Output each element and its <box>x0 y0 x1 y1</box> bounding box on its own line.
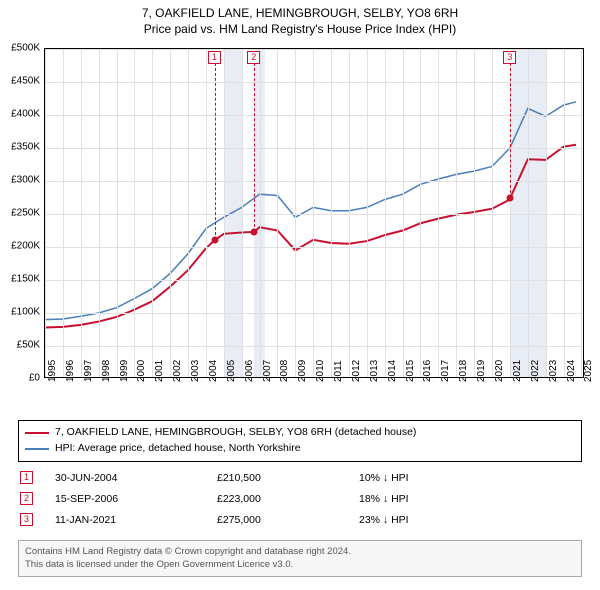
y-axis-label: £500K <box>11 43 40 54</box>
sale-marker-box: 1 <box>208 51 221 64</box>
legend: 7, OAKFIELD LANE, HEMINGBROUGH, SELBY, Y… <box>18 420 582 462</box>
x-axis-label: 2003 <box>190 360 201 382</box>
footer-line1: Contains HM Land Registry data © Crown c… <box>25 545 575 558</box>
x-axis-label: 2014 <box>387 360 398 382</box>
x-axis-label: 2025 <box>583 360 594 382</box>
sale-marker-box: 3 <box>503 51 516 64</box>
sale-marker-dot <box>507 194 514 201</box>
sale-date: 15-SEP-2006 <box>55 489 215 508</box>
sale-date: 11-JAN-2021 <box>55 510 215 529</box>
legend-swatch-property <box>25 432 49 434</box>
sale-delta: 10% ↓ HPI <box>359 468 409 487</box>
x-axis-label: 2021 <box>512 360 523 382</box>
x-axis-label: 2019 <box>476 360 487 382</box>
x-axis-label: 2009 <box>297 360 308 382</box>
chart-subtitle: Price paid vs. HM Land Registry's House … <box>0 22 600 36</box>
x-axis-label: 1998 <box>101 360 112 382</box>
x-axis-label: 2001 <box>154 360 165 382</box>
x-axis-label: 2005 <box>226 360 237 382</box>
x-axis-label: 2006 <box>244 360 255 382</box>
sale-price: £223,000 <box>217 489 357 508</box>
sale-price: £275,000 <box>217 510 357 529</box>
x-axis-label: 2022 <box>530 360 541 382</box>
x-axis-label: 2020 <box>494 360 505 382</box>
y-axis-label: £150K <box>11 274 40 285</box>
x-axis-label: 1999 <box>119 360 130 382</box>
series-property <box>45 145 576 328</box>
x-axis-label: 2007 <box>262 360 273 382</box>
y-axis-label: £300K <box>11 175 40 186</box>
series-hpi <box>45 102 576 320</box>
y-axis-label: £400K <box>11 109 40 120</box>
sale-row: 2 15-SEP-2006£223,00018% ↓ HPI <box>20 489 409 508</box>
x-axis-label: 2017 <box>440 360 451 382</box>
x-axis-label: 2008 <box>279 360 290 382</box>
sale-idx: 3 <box>20 513 33 526</box>
x-axis-label: 2004 <box>208 360 219 382</box>
sale-row: 3 11-JAN-2021£275,00023% ↓ HPI <box>20 510 409 529</box>
legend-swatch-hpi <box>25 448 49 450</box>
x-axis-label: 1997 <box>83 360 94 382</box>
y-axis-label: £450K <box>11 76 40 87</box>
sale-price: £210,500 <box>217 468 357 487</box>
x-axis-label: 2023 <box>548 360 559 382</box>
y-axis-label: £0 <box>29 373 40 384</box>
sale-date: 30-JUN-2004 <box>55 468 215 487</box>
x-axis-label: 2012 <box>351 360 362 382</box>
x-axis-label: 2011 <box>333 360 344 382</box>
x-axis-label: 2016 <box>422 360 433 382</box>
sale-idx: 2 <box>20 492 33 505</box>
y-axis-label: £250K <box>11 208 40 219</box>
x-axis-label: 2002 <box>172 360 183 382</box>
x-axis-label: 2010 <box>315 360 326 382</box>
x-axis-label: 2015 <box>405 360 416 382</box>
footer: Contains HM Land Registry data © Crown c… <box>18 540 582 577</box>
sale-marker-dot <box>211 237 218 244</box>
x-axis-label: 1995 <box>47 360 58 382</box>
x-axis-label: 2013 <box>369 360 380 382</box>
chart: 123 £0£50K£100K£150K£200K£250K£300K£350K… <box>44 48 584 396</box>
y-axis-label: £350K <box>11 142 40 153</box>
y-axis-label: £100K <box>11 307 40 318</box>
legend-label-property: 7, OAKFIELD LANE, HEMINGBROUGH, SELBY, Y… <box>55 425 416 441</box>
y-axis-label: £50K <box>17 340 40 351</box>
x-axis-label: 2024 <box>566 360 577 382</box>
x-axis-label: 2000 <box>136 360 147 382</box>
sale-idx: 1 <box>20 471 33 484</box>
x-axis-label: 2018 <box>458 360 469 382</box>
legend-label-hpi: HPI: Average price, detached house, Nort… <box>55 441 301 457</box>
sale-marker-box: 2 <box>247 51 260 64</box>
sale-row: 1 30-JUN-2004£210,50010% ↓ HPI <box>20 468 409 487</box>
sale-delta: 23% ↓ HPI <box>359 510 409 529</box>
x-axis-label: 1996 <box>65 360 76 382</box>
chart-title: 7, OAKFIELD LANE, HEMINGBROUGH, SELBY, Y… <box>0 6 600 20</box>
sale-delta: 18% ↓ HPI <box>359 489 409 508</box>
sale-marker-dot <box>251 228 258 235</box>
sales-table: 1 30-JUN-2004£210,50010% ↓ HPI 2 15-SEP-200… <box>18 466 411 531</box>
y-axis-label: £200K <box>11 241 40 252</box>
footer-line2: This data is licensed under the Open Gov… <box>25 558 575 571</box>
